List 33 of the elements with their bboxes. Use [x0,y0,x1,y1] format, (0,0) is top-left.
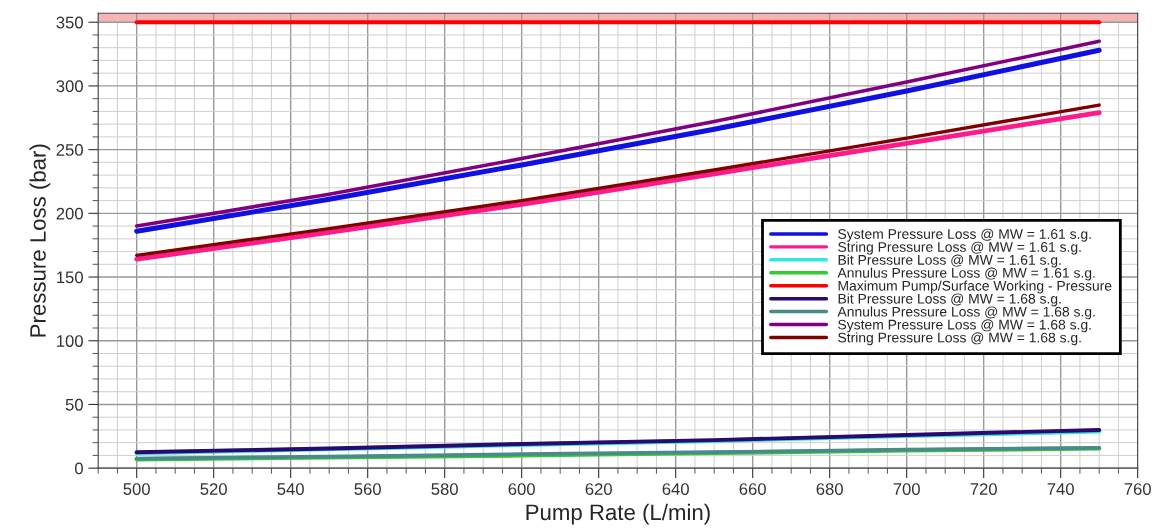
y-tick-label: 200 [56,207,83,220]
legend-label: Annulus Pressure Loss @ MW = 1.68 s.g. [837,306,1095,320]
x-tick-label: 540 [277,483,304,495]
legend-label: System Pressure Loss @ MW = 1.61 s.g. [838,228,1091,242]
y-tick-label: 300 [56,80,83,93]
x-tick-label: 720 [970,483,997,495]
x-tick-label: 660 [739,483,766,495]
legend-label: String Pressure Loss @ MW = 1.61 s.g. [838,241,1081,255]
x-tick-label: 620 [585,483,612,495]
y-tick-label: 250 [56,144,83,156]
y-tick-label: 0 [74,462,83,475]
x-tick-label: 520 [200,483,227,495]
x-tick-label: 680 [816,483,843,495]
x-tick-label: 740 [1047,483,1074,495]
y-tick-label: 150 [57,271,83,284]
x-tick-label: 700 [893,483,920,495]
y-axis-title: Pressure Loss (bar) [29,144,51,337]
legend-label: Bit Pressure Loss @ MW = 1.68 s.g. [838,293,1061,307]
x-tick-label: 580 [431,483,458,495]
legend-label: Bit Pressure Loss @ MW = 1.61 s.g. [838,254,1061,268]
x-tick-label: 640 [662,483,689,495]
y-tick-label: 350 [56,16,83,29]
y-tick-label: 50 [65,398,83,411]
x-axis-title: Pump Rate (L/min) [526,503,710,525]
x-tick-label: 760 [1124,483,1151,495]
legend-label: Annulus Pressure Loss @ MW = 1.61 s.g. [837,267,1095,281]
x-tick-label: 560 [354,483,381,495]
legend-label: String Pressure Loss @ MW = 1.68 s.g. [838,332,1081,346]
legend-label: System Pressure Loss @ MW = 1.68 s.g. [838,319,1091,333]
x-tick-label: 500 [123,483,150,495]
y-tick-label: 100 [57,335,83,347]
legend-label: Maximum Pump/Surface Working - Pressure [838,280,1112,294]
x-tick-label: 600 [508,483,535,495]
